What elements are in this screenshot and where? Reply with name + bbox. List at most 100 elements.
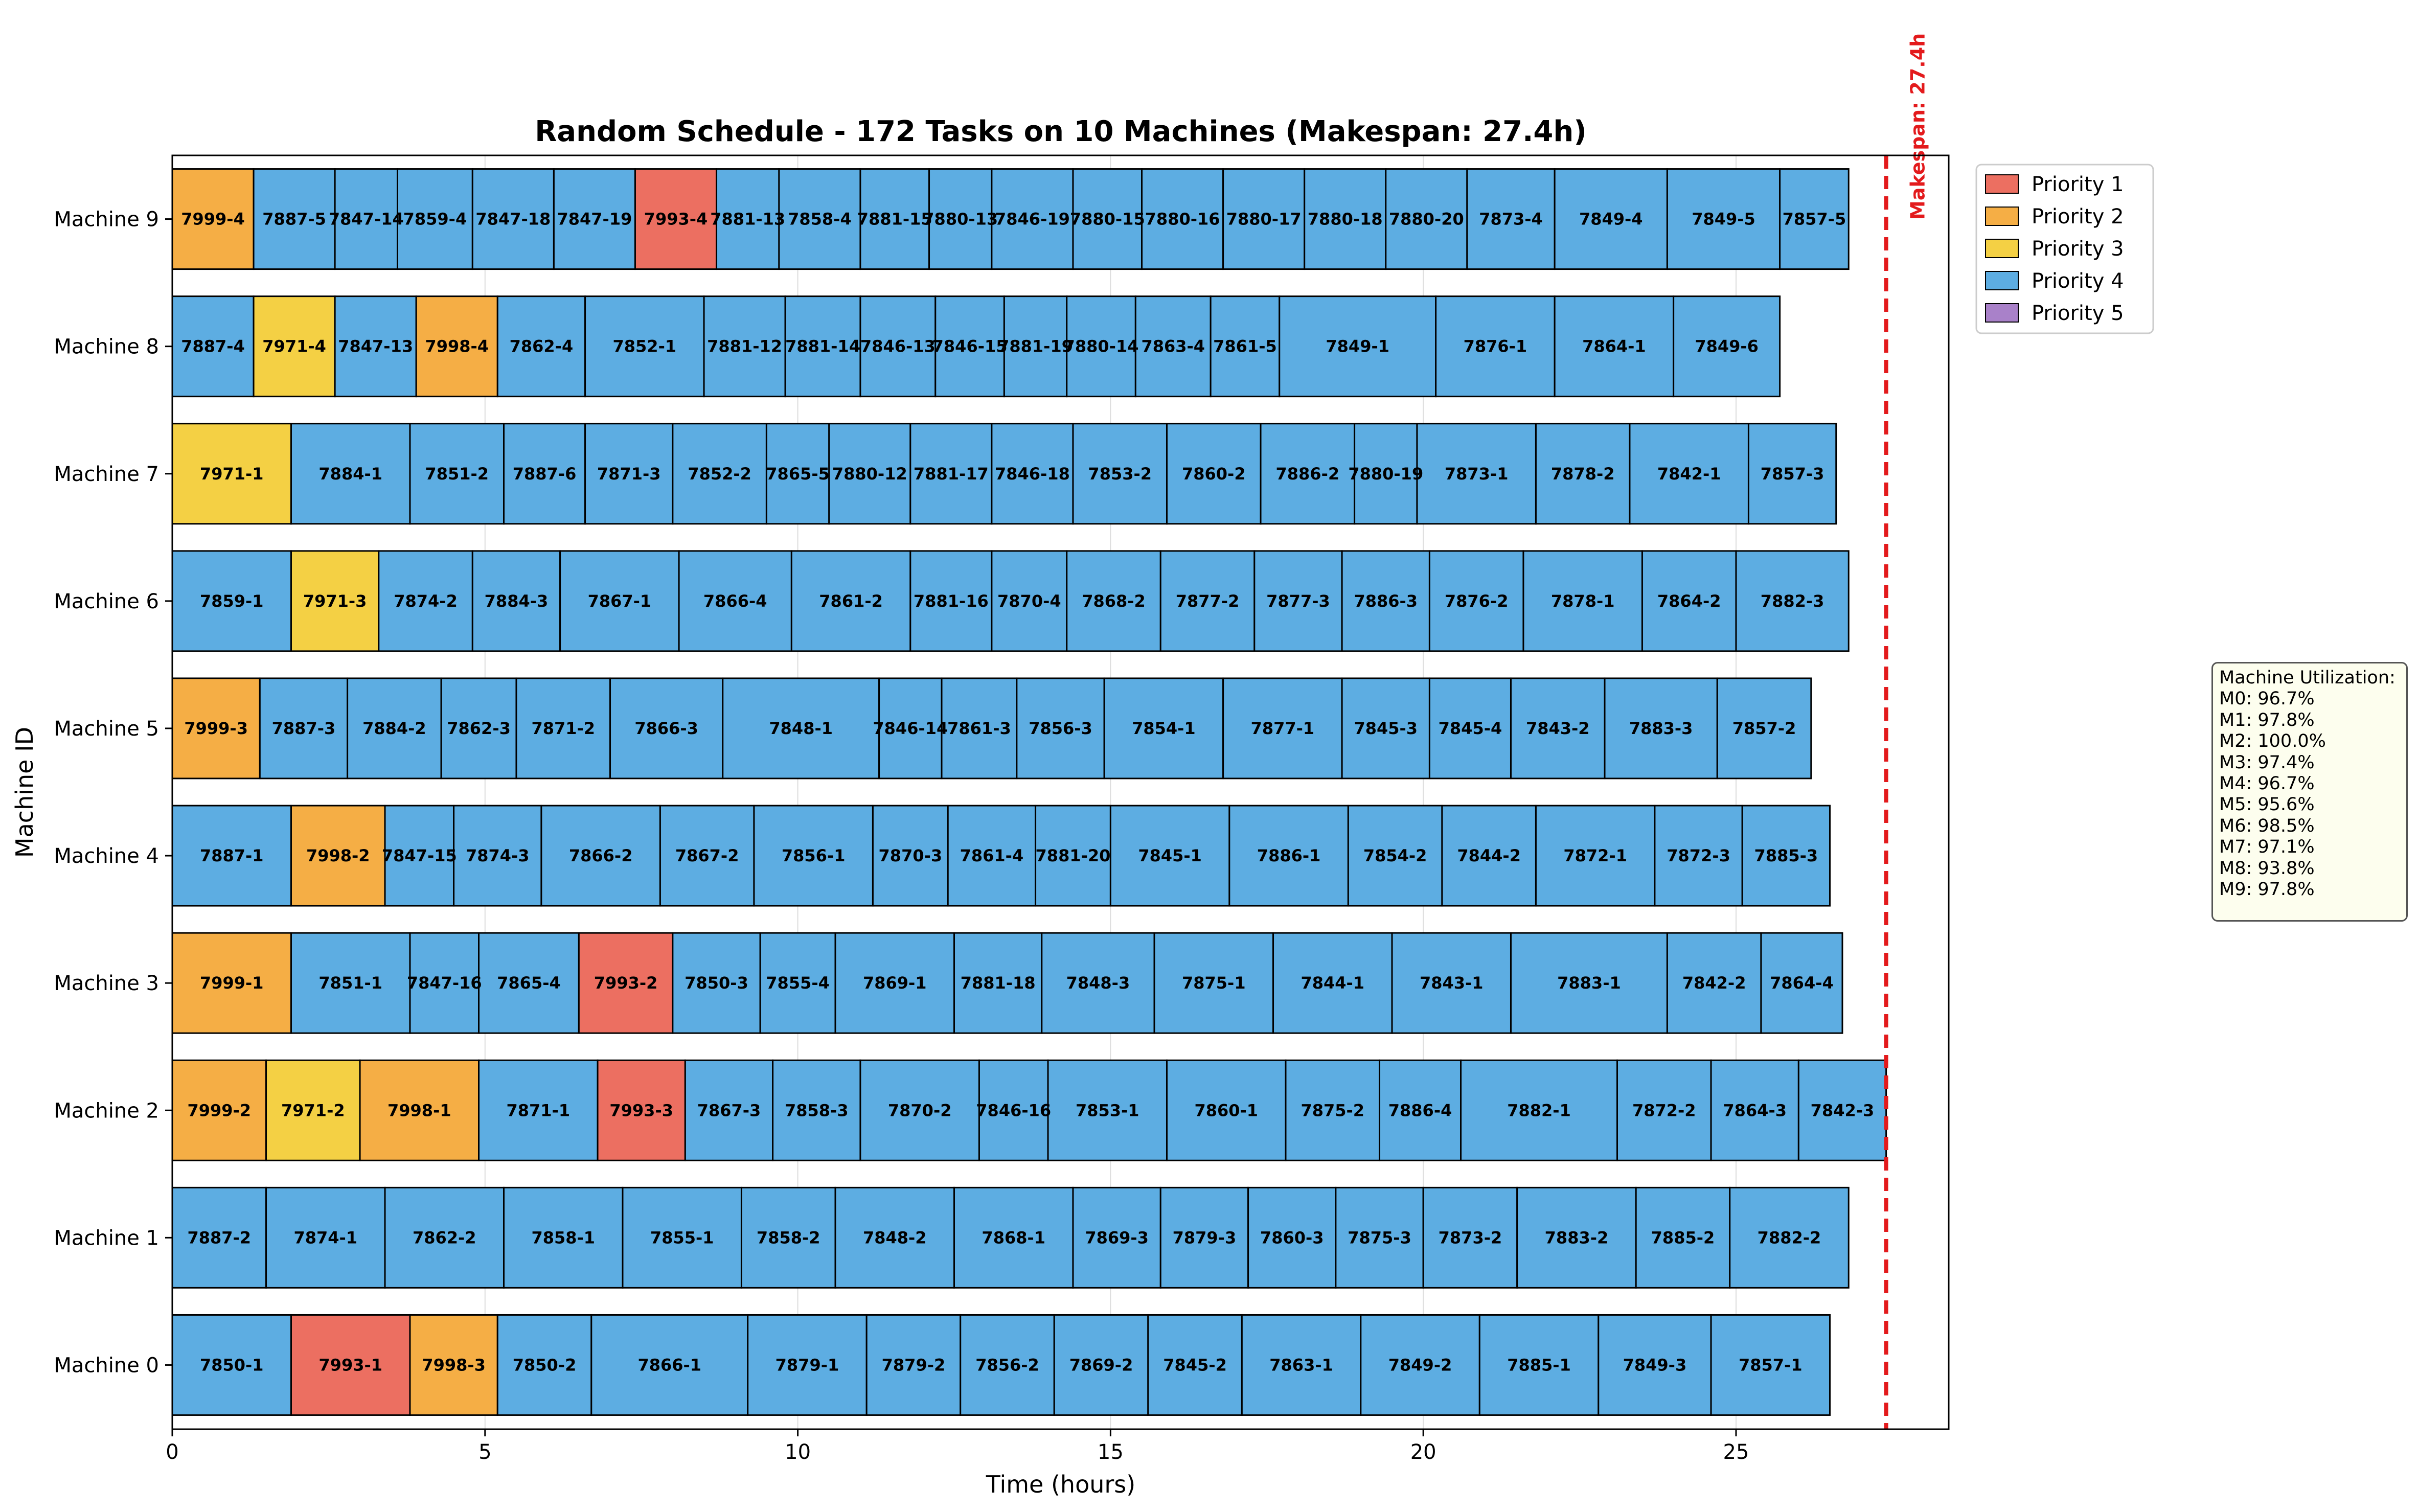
task-bar [171, 677, 261, 780]
y-tick-label: Machine 6 [54, 590, 159, 613]
task-label: 7876-1 [1464, 337, 1527, 356]
task-label: 7883-3 [1629, 719, 1693, 738]
task-label: 7886-3 [1354, 591, 1418, 611]
task-label: 7849-2 [1388, 1355, 1452, 1374]
task-label: 7848-3 [1066, 973, 1130, 993]
task-bar [253, 295, 336, 398]
task-label: 7843-1 [1420, 973, 1484, 993]
task-label: 7847-13 [338, 337, 413, 356]
task-bar [1066, 295, 1136, 398]
utilization-box: Machine Utilization: M0: 96.7% M1: 97.8%… [2211, 662, 2408, 922]
task-label: 7850-2 [513, 1355, 577, 1374]
legend-swatch [1985, 271, 2019, 290]
task-bar [859, 295, 937, 398]
task-bar [1616, 1059, 1712, 1161]
task-bar [1253, 550, 1343, 652]
task-label: 7874-2 [394, 591, 458, 611]
legend-label: Priority 5 [2032, 302, 2124, 325]
task-label: 7857-3 [1761, 464, 1824, 484]
task-labels: 7850-1 7993-1 7998-3 7850-2 7866-1 7879-1 7879… [181, 210, 1874, 1375]
task-label: 7849-4 [1579, 210, 1643, 229]
task-label: 7860-1 [1194, 1101, 1258, 1120]
task-bars [171, 168, 1887, 1416]
legend-label: Priority 4 [2032, 269, 2124, 293]
task-label: 7863-4 [1141, 337, 1205, 356]
task-label: 7847-18 [475, 210, 551, 229]
task-bar [171, 805, 292, 907]
task-label: 7873-2 [1439, 1228, 1502, 1247]
task-label: 7880-17 [1226, 210, 1302, 229]
task-label: 7884-1 [318, 464, 382, 484]
task-bar [334, 168, 398, 270]
task-bar [515, 677, 611, 780]
task-label: 7886-4 [1388, 1101, 1452, 1120]
task-label: 7859-4 [403, 210, 467, 229]
task-label: 7875-3 [1348, 1228, 1411, 1247]
task-label: 7860-3 [1260, 1228, 1324, 1247]
task-label: 7881-18 [961, 973, 1036, 993]
task-bar [953, 932, 1043, 1034]
task-bar [171, 295, 255, 398]
task-label: 7880-15 [1070, 210, 1145, 229]
task-label: 7876-2 [1445, 591, 1509, 611]
x-axis: 0 5 10 15 20 25 [166, 1429, 1749, 1464]
task-bar [859, 168, 930, 270]
task-label: 7877-2 [1176, 591, 1240, 611]
task-label: 7886-1 [1257, 846, 1321, 865]
task-bar [1222, 168, 1306, 270]
utilization-line: M9: 97.8% [2219, 879, 2315, 900]
x-tick-label: 20 [1410, 1440, 1436, 1464]
task-bar [471, 550, 561, 652]
task-bar [1035, 805, 1111, 907]
task-bar [1341, 677, 1430, 780]
task-bar [634, 168, 718, 270]
task-label: 7885-1 [1507, 1355, 1571, 1374]
task-bar [991, 168, 1074, 270]
task-label: 7850-1 [200, 1355, 264, 1374]
task-bar [1166, 1059, 1287, 1161]
task-bar [1510, 932, 1668, 1034]
task-bar [1554, 295, 1675, 398]
task-bar [584, 295, 705, 398]
task-bar [496, 295, 586, 398]
task-label: 7884-2 [362, 719, 426, 738]
y-tick-label: Machine 8 [54, 335, 159, 359]
task-label: 7885-2 [1651, 1228, 1715, 1247]
y-axis-label: Machine ID [11, 727, 38, 858]
task-bar [265, 1059, 361, 1161]
task-bar [1222, 677, 1343, 780]
task-label: 7971-3 [303, 591, 367, 611]
utilization-line: M7: 97.1% [2219, 837, 2315, 858]
x-axis-label: Time (hours) [986, 1471, 1135, 1498]
task-bar [1041, 932, 1155, 1034]
task-label: 7853-2 [1088, 464, 1152, 484]
chart-title: Random Schedule - 172 Tasks on 10 Machin… [535, 115, 1587, 148]
task-bar [259, 677, 349, 780]
task-label: 7872-3 [1667, 846, 1730, 865]
task-label: 7867-3 [697, 1101, 761, 1120]
task-label: 7857-2 [1732, 719, 1796, 738]
task-bar [872, 805, 949, 907]
task-label: 7971-4 [262, 337, 326, 356]
task-label: 7857-1 [1739, 1355, 1803, 1374]
task-label: 7862-3 [447, 719, 511, 738]
x-tick-label: 0 [166, 1440, 178, 1464]
task-bar [1053, 1314, 1149, 1416]
task-label: 7869-1 [863, 973, 927, 993]
task-label: 7887-1 [200, 846, 264, 865]
task-label: 7842-2 [1682, 973, 1746, 993]
task-bar [1341, 550, 1430, 652]
task-bar [478, 1059, 599, 1161]
task-bar [790, 550, 911, 652]
task-label: 7848-1 [769, 719, 833, 738]
task-label: 7844-1 [1301, 973, 1364, 993]
task-bar [1729, 1186, 1850, 1289]
task-label: 7880-18 [1308, 210, 1383, 229]
task-label: 7880-13 [923, 210, 998, 229]
task-label: 7867-1 [588, 591, 652, 611]
task-label: 7845-4 [1439, 719, 1502, 738]
task-label: 7870-4 [997, 591, 1061, 611]
task-bar [471, 168, 555, 270]
y-tick-label: Machine 4 [54, 844, 159, 868]
